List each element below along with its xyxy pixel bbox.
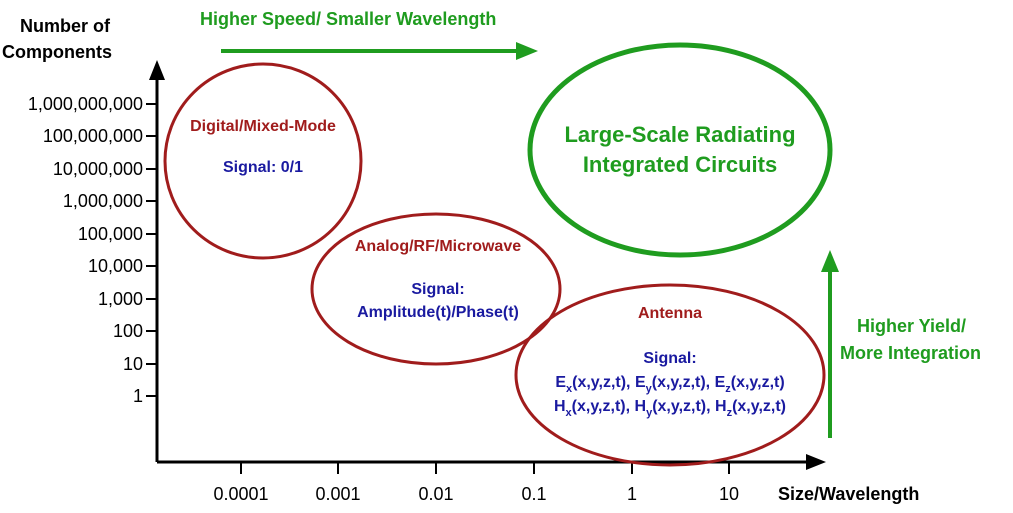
top-arrow-label: Higher Speed/ Smaller Wavelength	[200, 9, 496, 29]
right-arrow-label-line2: More Integration	[840, 343, 981, 363]
x-tick-label: 1	[627, 484, 637, 504]
e-field-args: (x,y,z,t),	[572, 374, 635, 391]
e-field-base: E	[555, 374, 566, 391]
right-green-arrowhead	[821, 250, 839, 272]
y-tick-label: 1	[133, 386, 143, 406]
antenna-region-title: Antenna	[638, 305, 702, 322]
h-field-base: H	[635, 398, 647, 415]
x-axis-title: Size/Wavelength	[778, 484, 919, 504]
h-field-args: (x,y,z,t)	[732, 398, 786, 415]
y-tick-label: 100,000,000	[43, 126, 143, 146]
y-axis-title-line1: Number of	[20, 16, 111, 36]
x-tick-labels: 0.0001 0.001 0.01 0.1 1 10	[213, 484, 739, 504]
digital-region-signal: Signal: 0/1	[223, 159, 303, 176]
y-tick-labels: 1,000,000,000 100,000,000 10,000,000 1,0…	[28, 94, 143, 406]
x-axis-arrowhead	[806, 454, 826, 470]
y-tick-label: 1,000,000,000	[28, 94, 143, 114]
antenna-region-signal-label: Signal:	[643, 350, 696, 367]
y-tick-label: 10,000,000	[53, 159, 143, 179]
h-field-subscript: z	[727, 407, 733, 419]
y-tick-marks	[146, 103, 157, 397]
antenna-field-row-h: Hx(x,y,z,t), Hy(x,y,z,t), Hz(x,y,z,t)	[554, 398, 786, 419]
e-field-subscript: y	[646, 383, 653, 395]
analog-region-ellipse	[310, 212, 562, 366]
x-tick-label: 0.01	[418, 484, 453, 504]
y-tick-label: 100	[113, 321, 143, 341]
right-arrow-label-line1: Higher Yield/	[857, 316, 966, 336]
top-green-arrowhead	[516, 42, 538, 60]
analog-region-title: Analog/RF/Microwave	[355, 238, 521, 255]
h-field-subscript: x	[566, 407, 573, 419]
y-tick-label: 10,000	[88, 256, 143, 276]
e-field-subscript: x	[566, 383, 573, 395]
y-axis-title-line2: Components	[2, 42, 112, 62]
digital-region-ellipse	[163, 62, 363, 260]
y-tick-label: 100,000	[78, 224, 143, 244]
x-tick-label: 0.1	[521, 484, 546, 504]
e-field-args: (x,y,z,t)	[731, 374, 785, 391]
antenna-region-ellipse	[514, 283, 826, 467]
y-tick-label: 1,000,000	[63, 191, 143, 211]
x-tick-label: 0.001	[315, 484, 360, 504]
h-field-subscript: y	[646, 407, 653, 419]
x-tick-label: 0.0001	[213, 484, 268, 504]
antenna-field-row-e: Ex(x,y,z,t), Ey(x,y,z,t), Ez(x,y,z,t)	[555, 374, 784, 395]
digital-region-title: Digital/Mixed-Mode	[190, 118, 336, 135]
analog-region-signal-value: Amplitude(t)/Phase(t)	[357, 304, 519, 321]
e-field-args: (x,y,z,t),	[652, 374, 715, 391]
e-field-base: E	[635, 374, 646, 391]
large-scale-region-ellipse	[527, 42, 833, 258]
h-field-args: (x,y,z,t),	[652, 398, 715, 415]
h-field-base: H	[554, 398, 566, 415]
e-field-base: E	[715, 374, 726, 391]
y-axis-arrowhead	[149, 60, 165, 80]
y-tick-label: 10	[123, 354, 143, 374]
large-scale-title-line2: Integrated Circuits	[583, 152, 777, 177]
e-field-subscript: z	[725, 383, 731, 395]
h-field-args: (x,y,z,t),	[572, 398, 635, 415]
large-scale-title-line1: Large-Scale Radiating	[564, 122, 795, 147]
h-field-base: H	[715, 398, 727, 415]
analog-region-signal-label: Signal:	[411, 281, 464, 298]
y-tick-label: 1,000	[98, 289, 143, 309]
x-tick-label: 10	[719, 484, 739, 504]
x-tick-marks	[240, 462, 730, 474]
